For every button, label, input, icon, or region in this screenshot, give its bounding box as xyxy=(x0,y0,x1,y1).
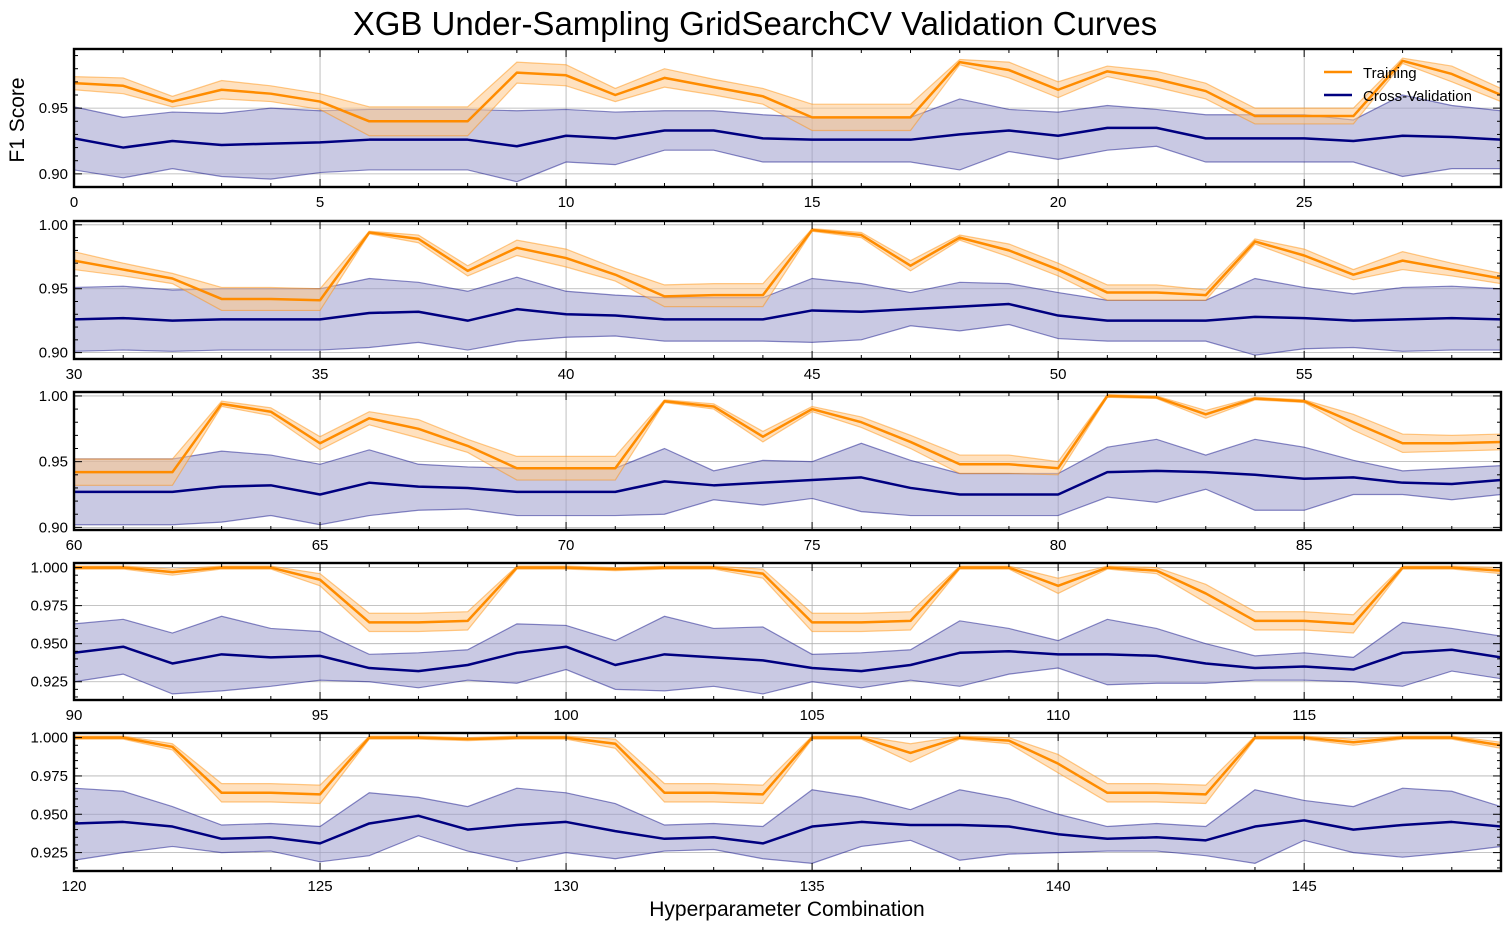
x-tick-label: 55 xyxy=(1296,366,1313,383)
panel-frame xyxy=(72,47,1503,189)
panel-frame xyxy=(72,219,1503,361)
cv-line xyxy=(74,645,1501,673)
y-tick-label: 0.95 xyxy=(39,100,68,117)
panel-1: 0 5 10 15 20 25 0.90 0.95 xyxy=(39,47,1503,211)
x-tick-label: 20 xyxy=(1050,194,1067,211)
cv-line xyxy=(74,302,1501,322)
training-std-band xyxy=(74,394,1501,486)
y-tick-label: 0.950 xyxy=(30,806,68,823)
panel-frame xyxy=(72,390,1503,532)
cv-std-band xyxy=(74,787,1501,864)
x-tick-label: 60 xyxy=(66,537,83,554)
x-tick-label: 105 xyxy=(800,707,825,724)
y-tick-label: 0.90 xyxy=(39,519,68,536)
x-tick-label: 90 xyxy=(66,707,83,724)
x-tick-label: 125 xyxy=(308,878,333,895)
training-line xyxy=(74,228,1501,302)
chart-title: XGB Under-Sampling GridSearchCV Validati… xyxy=(353,5,1158,42)
cv-std-band xyxy=(74,276,1501,356)
x-tick-label: 110 xyxy=(1046,707,1070,724)
y-axis-label: F1 Score xyxy=(6,77,29,162)
y-tick-label: 1.000 xyxy=(30,730,68,747)
cv-std-band xyxy=(74,615,1501,695)
training-line xyxy=(74,566,1501,626)
cv-line xyxy=(74,126,1501,149)
panel-3: 60 65 70 75 80 85 0.90 0.95 1.00 xyxy=(39,388,1503,554)
y-tick-label: 0.950 xyxy=(30,636,68,653)
y-tick-label: 1.000 xyxy=(30,560,68,577)
x-tick-label: 50 xyxy=(1050,366,1067,383)
y-tick-label: 0.95 xyxy=(39,281,68,298)
training-std-band xyxy=(74,228,1501,312)
x-tick-label: 70 xyxy=(558,537,575,554)
panel-frame xyxy=(72,561,1503,702)
x-tick-label: 80 xyxy=(1050,537,1067,554)
x-tick-label: 45 xyxy=(804,366,821,383)
cv-line xyxy=(74,469,1501,496)
x-tick-label: 0 xyxy=(70,194,78,211)
x-tick-label: 145 xyxy=(1292,878,1317,895)
legend: Training Cross-Validation xyxy=(1324,65,1472,105)
y-tick-label: 1.00 xyxy=(39,388,68,405)
x-tick-label: 25 xyxy=(1296,194,1313,211)
y-tick-label: 0.925 xyxy=(30,674,68,691)
x-tick-label: 5 xyxy=(316,194,324,211)
y-tick-label: 0.90 xyxy=(39,345,68,362)
training-line xyxy=(74,736,1501,796)
panel-4: 90 95 100 105 110 115 0.925 0.950 0.975 1.000 xyxy=(30,560,1503,724)
x-tick-label: 95 xyxy=(312,707,329,724)
x-tick-label: 140 xyxy=(1046,878,1071,895)
x-tick-label: 40 xyxy=(558,366,575,383)
y-tick-label: 0.90 xyxy=(39,166,68,183)
x-tick-label: 75 xyxy=(804,537,821,554)
training-line xyxy=(74,59,1501,123)
y-tick-label: 0.975 xyxy=(30,768,68,785)
cv-line xyxy=(74,814,1501,845)
y-tick-label: 0.925 xyxy=(30,845,68,862)
x-axis-label: Hyperparameter Combination xyxy=(649,898,924,921)
panel-frame xyxy=(72,731,1503,873)
y-tick-label: 0.975 xyxy=(30,598,68,615)
x-tick-label: 30 xyxy=(66,366,83,383)
x-tick-label: 15 xyxy=(804,194,821,211)
x-tick-label: 120 xyxy=(61,878,86,895)
training-line xyxy=(74,394,1501,474)
x-tick-label: 65 xyxy=(312,537,329,554)
x-tick-label: 100 xyxy=(554,707,579,724)
panel-5: 120 125 130 135 140 145 0.925 0.950 0.975 1.000 xyxy=(30,730,1503,895)
panel-2: 30 35 40 45 50 55 0.90 0.95 1.00 xyxy=(39,217,1503,383)
legend-training-label: Training xyxy=(1363,65,1417,82)
x-tick-label: 130 xyxy=(554,878,579,895)
y-tick-label: 1.00 xyxy=(39,217,68,234)
x-tick-label: 115 xyxy=(1292,707,1316,724)
x-tick-label: 35 xyxy=(312,366,329,383)
x-tick-label: 135 xyxy=(800,878,825,895)
panels-group: 0 5 10 15 20 25 0.90 0.95 30 35 40 45 50 55 0.90 0.95 1.… xyxy=(30,47,1503,895)
y-tick-label: 0.95 xyxy=(39,454,68,471)
legend-cv-label: Cross-Validation xyxy=(1363,88,1472,105)
x-tick-label: 10 xyxy=(558,194,575,211)
x-tick-label: 85 xyxy=(1296,537,1313,554)
